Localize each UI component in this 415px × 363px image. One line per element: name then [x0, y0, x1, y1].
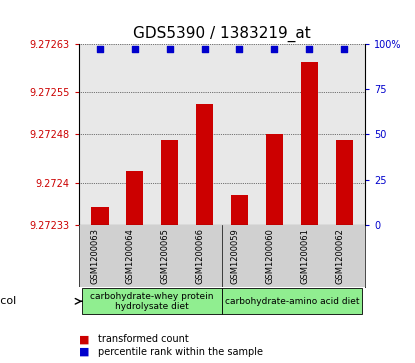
Point: [236, 46, 243, 52]
Text: GSM1200060: GSM1200060: [266, 228, 274, 284]
Title: GDS5390 / 1383219_at: GDS5390 / 1383219_at: [133, 26, 311, 42]
Text: GSM1200064: GSM1200064: [126, 228, 135, 284]
Text: carbohydrate-whey protein
hydrolysate diet: carbohydrate-whey protein hydrolysate di…: [90, 291, 214, 311]
Point: [132, 46, 138, 52]
Text: ■: ■: [79, 347, 89, 357]
Text: transformed count: transformed count: [98, 334, 188, 344]
Text: ■: ■: [79, 334, 89, 344]
Text: GSM1200066: GSM1200066: [195, 228, 205, 284]
Bar: [300, 62, 318, 225]
Bar: [231, 195, 248, 225]
Point: [271, 46, 278, 52]
Bar: [91, 207, 109, 225]
Point: [201, 46, 208, 52]
Text: carbohydrate-amino acid diet: carbohydrate-amino acid diet: [225, 297, 359, 306]
Point: [341, 46, 348, 52]
Text: protocol: protocol: [0, 296, 17, 306]
Bar: [196, 104, 213, 225]
Text: GSM1200061: GSM1200061: [300, 228, 309, 284]
Text: GSM1200059: GSM1200059: [230, 228, 239, 284]
Point: [166, 46, 173, 52]
Text: GSM1200063: GSM1200063: [91, 228, 100, 284]
Bar: [126, 171, 144, 225]
Point: [306, 46, 312, 52]
Bar: [266, 134, 283, 225]
Text: GSM1200062: GSM1200062: [335, 228, 344, 284]
Text: percentile rank within the sample: percentile rank within the sample: [98, 347, 263, 357]
Text: GSM1200065: GSM1200065: [161, 228, 170, 284]
Bar: [335, 140, 353, 225]
Point: [96, 46, 103, 52]
FancyBboxPatch shape: [222, 288, 362, 314]
FancyBboxPatch shape: [82, 288, 222, 314]
Bar: [161, 140, 178, 225]
